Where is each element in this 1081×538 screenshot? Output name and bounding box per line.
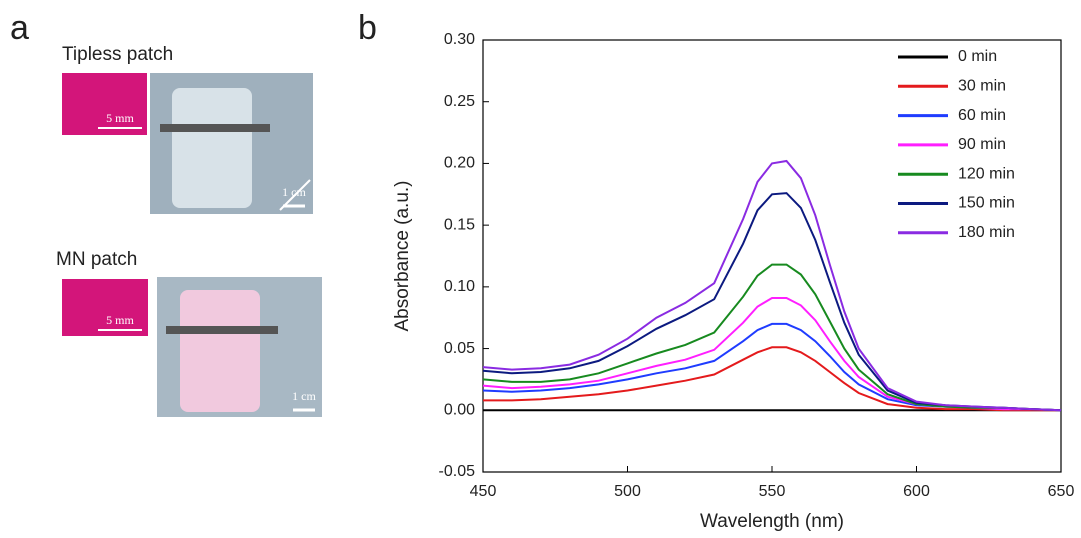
clamp xyxy=(166,326,278,334)
panel-label: a xyxy=(10,9,29,47)
beaker xyxy=(172,88,252,208)
x-tick-label: 450 xyxy=(470,483,497,500)
legend-label: 60 min xyxy=(958,107,1006,124)
x-tick-label: 650 xyxy=(1048,483,1075,500)
scale-label: 5 mm xyxy=(106,313,134,327)
legend-label: 180 min xyxy=(958,224,1015,241)
patch-photo xyxy=(62,279,148,336)
photo-title: MN patch xyxy=(56,249,137,270)
y-tick-label: 0.25 xyxy=(444,93,475,110)
legend-label: 30 min xyxy=(958,78,1006,95)
legend-label: 150 min xyxy=(958,195,1015,212)
photo-title: Tipless patch xyxy=(62,44,173,65)
scale-label: 1 cm xyxy=(292,389,316,403)
panel-label: b xyxy=(358,9,377,47)
legend-label: 120 min xyxy=(958,165,1015,182)
y-tick-label: 0.30 xyxy=(444,31,475,48)
series-line xyxy=(482,263,1062,412)
x-tick-label: 600 xyxy=(903,483,930,500)
y-tick-label: -0.05 xyxy=(439,463,476,480)
series-line xyxy=(483,346,1061,412)
legend-label: 0 min xyxy=(958,48,997,65)
patch-photo xyxy=(62,73,147,135)
scale-label: 5 mm xyxy=(106,111,134,125)
x-tick-label: 500 xyxy=(614,483,641,500)
scale-label: 1 cm xyxy=(282,185,306,199)
legend-label: 90 min xyxy=(958,136,1006,153)
beaker xyxy=(180,290,260,412)
series-line xyxy=(482,159,1062,412)
series-line xyxy=(482,297,1062,412)
clamp xyxy=(160,124,270,132)
y-tick-label: 0.20 xyxy=(444,155,475,172)
y-tick-label: 0.00 xyxy=(444,402,475,419)
x-tick-label: 550 xyxy=(759,483,786,500)
y-tick-label: 0.15 xyxy=(444,216,475,233)
y-axis-title: Absorbance (a.u.) xyxy=(392,180,413,331)
y-tick-label: 0.05 xyxy=(444,340,475,357)
y-tick-label: 0.10 xyxy=(444,278,475,295)
x-axis-title: Wavelength (nm) xyxy=(700,511,844,532)
